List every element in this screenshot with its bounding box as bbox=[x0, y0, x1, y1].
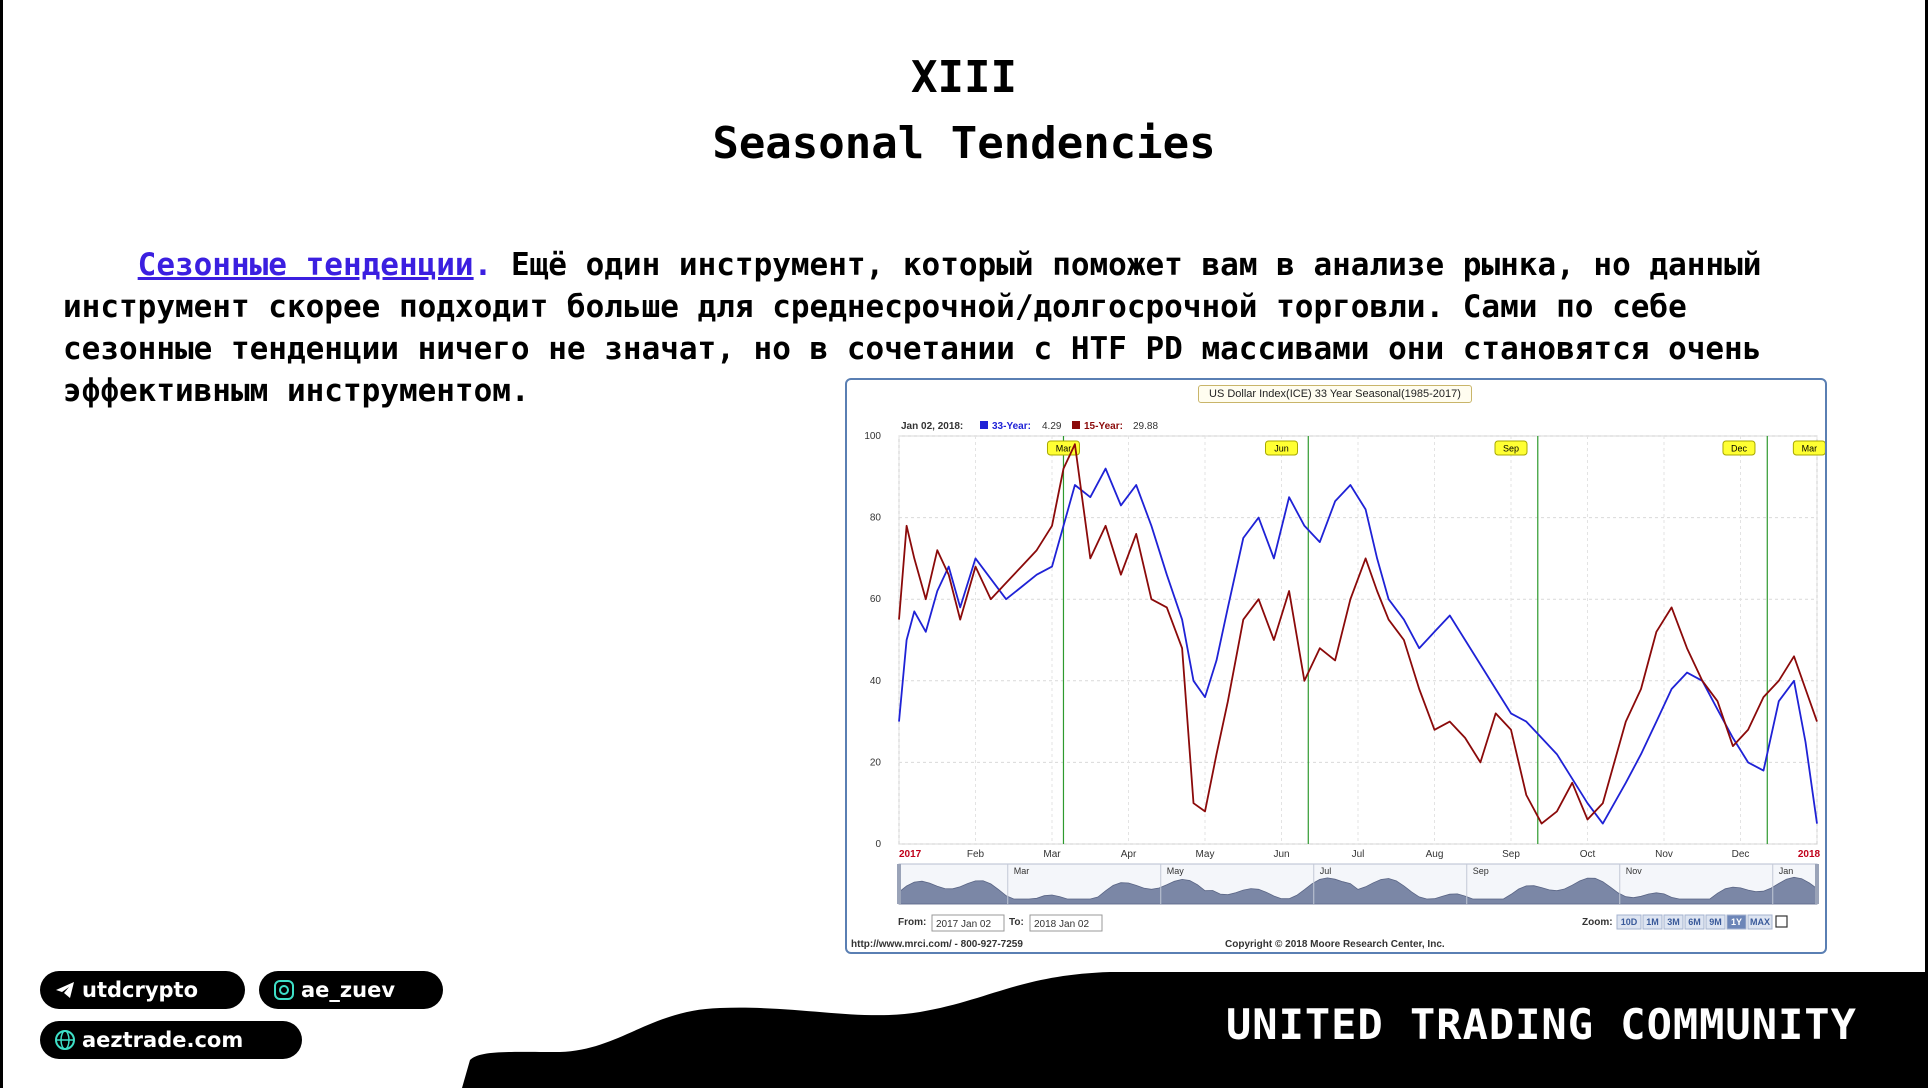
zoom-label: Zoom: bbox=[1582, 917, 1613, 928]
y-tick-label: 20 bbox=[870, 757, 882, 768]
zoom-button-label: 6M bbox=[1688, 917, 1701, 927]
y-tick-label: 0 bbox=[875, 839, 881, 850]
navigator-series bbox=[898, 876, 1818, 905]
quarter-marker-label: Dec bbox=[1731, 444, 1748, 454]
x-tick-label: Sep bbox=[1502, 849, 1520, 860]
navigator-label: May bbox=[1167, 866, 1185, 876]
series-line-15-year bbox=[898, 443, 1818, 825]
y-tick-label: 80 bbox=[870, 513, 882, 524]
quarter-marker-label: Mar bbox=[1802, 444, 1818, 454]
quarter-marker-label: Mar bbox=[1056, 444, 1072, 454]
website-url: aeztrade.com bbox=[82, 1028, 244, 1052]
instagram-badge[interactable]: ae_zuev bbox=[259, 971, 443, 1009]
telegram-icon bbox=[56, 982, 74, 998]
telegram-badge[interactable]: utdcrypto bbox=[40, 971, 245, 1009]
zoom-button-label: 1M bbox=[1646, 917, 1659, 927]
x-tick-label: Jun bbox=[1273, 849, 1289, 860]
x-tick-label: 2018 bbox=[1798, 849, 1821, 860]
legend-value-33-year: 4.29 bbox=[1042, 421, 1062, 432]
x-tick-label: Feb bbox=[967, 849, 985, 860]
navigator-label: Jul bbox=[1320, 866, 1332, 876]
x-tick-label: Apr bbox=[1121, 849, 1137, 860]
navigator-label: Sep bbox=[1473, 866, 1489, 876]
x-tick-label: 2017 bbox=[899, 849, 922, 860]
quarter-marker bbox=[1722, 440, 1756, 456]
quarter-marker bbox=[1265, 440, 1298, 456]
x-tick-label: May bbox=[1196, 849, 1215, 860]
to-label: To: bbox=[1009, 917, 1024, 928]
legend-value-15-year: 29.88 bbox=[1133, 421, 1158, 432]
source-url: http://www.mrci.com/ - 800-927-7259 bbox=[851, 939, 1023, 950]
globe-icon bbox=[55, 1030, 75, 1050]
y-tick-label: 40 bbox=[870, 676, 882, 687]
to-date-value: 2018 Jan 02 bbox=[1034, 919, 1089, 930]
intro-paragraph: Сезонные тенденции. Ещё один инструмент,… bbox=[63, 244, 1883, 412]
navigator-label: Mar bbox=[1014, 866, 1030, 876]
quarter-marker bbox=[1494, 440, 1528, 456]
legend-date: Jan 02, 2018: bbox=[901, 421, 963, 432]
zoom-button-label: 10D bbox=[1621, 917, 1638, 927]
quarter-marker-label: Jun bbox=[1274, 444, 1289, 454]
from-date-value: 2017 Jan 02 bbox=[936, 919, 991, 930]
chapter-number: XIII bbox=[911, 52, 1017, 103]
navigator-label: Nov bbox=[1626, 866, 1643, 876]
paragraph-line-3: сезонные тенденции ничего не значат, но … bbox=[63, 331, 1762, 367]
brand-name: UNITED TRADING COMMUNITY bbox=[1226, 1000, 1857, 1049]
zoom-button-label: 3M bbox=[1667, 917, 1680, 927]
seasonal-chart-panel: US Dollar Index(ICE) 33 Year Seasonal(19… bbox=[845, 378, 1827, 954]
chart-title: US Dollar Index(ICE) 33 Year Seasonal(19… bbox=[1198, 385, 1472, 403]
link-period: . bbox=[473, 247, 493, 283]
series-line-33-year bbox=[898, 467, 1818, 825]
paragraph-line-4: эффективным инструментом. bbox=[63, 373, 530, 409]
paragraph-line-1: Сезонные тенденции. Ещё один инструмент,… bbox=[63, 244, 1883, 286]
zoom-button-max[interactable] bbox=[1747, 914, 1773, 930]
instagram-handle: ae_zuev bbox=[301, 978, 396, 1002]
x-tick-label: Dec bbox=[1732, 849, 1750, 860]
telegram-handle: utdcrypto bbox=[82, 978, 199, 1002]
legend-swatch-33-year bbox=[980, 421, 988, 429]
legend-label-15-year: 15-Year: bbox=[1084, 421, 1123, 432]
paragraph-line-1-text: Ещё один инструмент, который поможет вам… bbox=[492, 247, 1762, 283]
paragraph-line-2: инструмент скорее подходит больше для ср… bbox=[63, 289, 1687, 325]
y-tick-label: 60 bbox=[870, 594, 882, 605]
x-tick-label: Oct bbox=[1580, 849, 1596, 860]
copyright-text: Copyright © 2018 Moore Research Center, … bbox=[1225, 939, 1445, 950]
zoom-button-1m[interactable] bbox=[1642, 914, 1663, 930]
zoom-button-label: 9M bbox=[1709, 917, 1722, 927]
website-badge[interactable]: aeztrade.com bbox=[40, 1021, 302, 1059]
from-date-input bbox=[931, 914, 1005, 932]
zoom-button-label: 1Y bbox=[1731, 917, 1742, 927]
x-tick-label: Mar bbox=[1043, 849, 1061, 860]
legend-label-33-year: 33-Year: bbox=[992, 421, 1031, 432]
from-label: From: bbox=[898, 917, 926, 928]
instagram-icon bbox=[274, 980, 294, 1000]
zoom-button-10d[interactable] bbox=[1616, 914, 1642, 930]
x-tick-label: Aug bbox=[1426, 849, 1444, 860]
seasonal-tendencies-link[interactable]: Сезонные тенденции bbox=[137, 247, 474, 283]
x-tick-label: Nov bbox=[1655, 849, 1673, 860]
zoom-button-6m[interactable] bbox=[1684, 914, 1705, 930]
navigator-handle-right bbox=[1815, 864, 1819, 904]
zoom-button-label: MAX bbox=[1750, 917, 1770, 927]
fullscreen-icon[interactable] bbox=[1775, 915, 1788, 928]
seasonal-chart: 0 20 40 60 80 100 2017 Feb Mar Apr May Jun Jul Aug Sep… bbox=[851, 421, 1826, 950]
quarter-marker-label: Sep bbox=[1503, 444, 1519, 454]
y-tick-label: 100 bbox=[864, 431, 881, 442]
zoom-button-1y[interactable] bbox=[1726, 914, 1747, 930]
navigator-label: Jan bbox=[1779, 866, 1794, 876]
legend-swatch-15-year bbox=[1072, 421, 1080, 429]
navigator-handle-left bbox=[897, 864, 901, 904]
to-date-input bbox=[1029, 914, 1103, 932]
page-title: Seasonal Tendencies bbox=[712, 118, 1216, 169]
zoom-button-9m[interactable] bbox=[1705, 914, 1726, 930]
x-tick-label: Jul bbox=[1352, 849, 1365, 860]
zoom-button-3m[interactable] bbox=[1663, 914, 1684, 930]
